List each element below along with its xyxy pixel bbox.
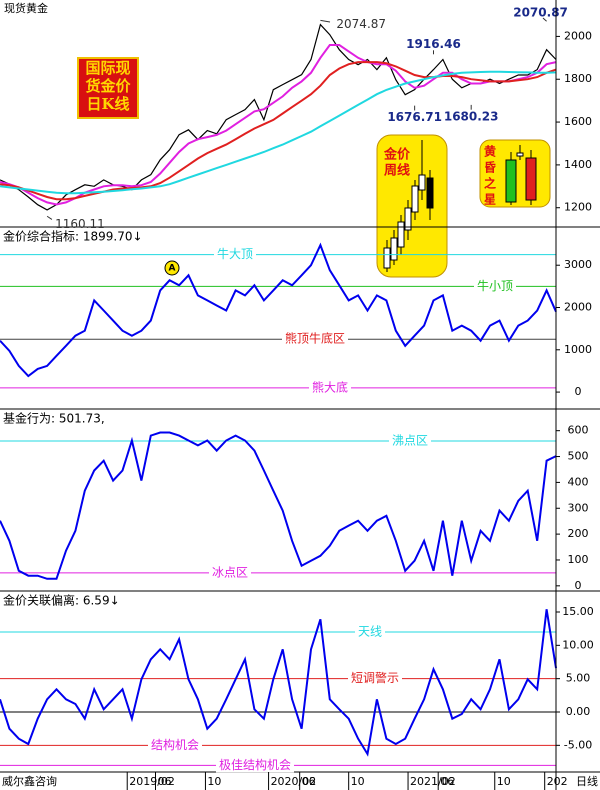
- x-tick-label: 06: [302, 775, 316, 788]
- reference-label-bg: [214, 247, 256, 262]
- marker: [164, 260, 180, 276]
- reference-label: 牛大顶: [217, 246, 253, 261]
- y-tick-label: 1600: [564, 115, 592, 128]
- pattern-candles: [505, 145, 537, 205]
- badge-text: 黄: [484, 144, 496, 159]
- badge-text: 之: [484, 176, 496, 191]
- y-tick-label: 0: [575, 579, 582, 592]
- y-tick-label: 200: [568, 527, 589, 540]
- x-tick-label: 2021/02: [410, 775, 456, 788]
- reference-label-bg: [389, 434, 431, 449]
- reference-label-bg: [348, 671, 402, 686]
- annotation: 1916.46: [406, 37, 461, 51]
- reference-label-bg: [309, 380, 351, 395]
- y-tick-label: 600: [568, 424, 589, 437]
- badge-text: 昏: [484, 160, 496, 175]
- reference-label: 熊顶牛底区: [285, 331, 345, 346]
- daily-badge: [77, 57, 139, 119]
- y-tick-label: 1400: [564, 158, 592, 171]
- x-tick-label: 10: [351, 775, 365, 788]
- reference-label-bg: [355, 625, 385, 639]
- y-tick-label: 0.00: [566, 705, 591, 718]
- x-tick-label: 10: [497, 775, 511, 788]
- series-line: [0, 70, 557, 195]
- brand: 威尔鑫咨询: [2, 774, 57, 788]
- y-tick-label: 100: [568, 553, 589, 566]
- series-line: [0, 242, 557, 378]
- y-tick-label: 1800: [564, 72, 592, 85]
- reference-label: 结构机会: [151, 737, 199, 752]
- annotation: 1680.23: [444, 109, 499, 123]
- series-line: [0, 431, 557, 580]
- annotation-leader: [46, 215, 53, 220]
- period: 日线: [576, 774, 598, 788]
- reference-label: 天线: [358, 625, 382, 639]
- legend-bg: [0, 229, 152, 244]
- y-tick-label: -5.00: [564, 738, 592, 751]
- series-line: [0, 61, 557, 201]
- y-tick-label: 1000: [564, 343, 592, 356]
- x-tick-label: 2019/02: [129, 775, 175, 788]
- reference-label: 熊大底: [312, 379, 348, 394]
- reference-label-bg: [148, 738, 202, 753]
- x-tick-label: 06: [157, 775, 171, 788]
- badge-text: 货金价: [85, 77, 131, 95]
- badge-text: 金价: [383, 147, 411, 163]
- legend-text: 金价关联偏离: 6.59↓: [3, 593, 120, 608]
- legend-bg: [0, 593, 125, 608]
- series-line: [0, 23, 557, 211]
- y-tick-label: 15.00: [562, 605, 594, 618]
- annotation: 1676.71: [387, 110, 442, 124]
- reference-label: 沸点区: [392, 434, 428, 448]
- y-tick-label: 300: [568, 501, 589, 514]
- y-tick-label: 400: [568, 475, 589, 488]
- reference-label: 牛小顶: [477, 278, 513, 293]
- annotation: 1160.11: [55, 217, 105, 231]
- chart-title: 现货黄金: [4, 1, 48, 15]
- y-tick-label: 10.00: [562, 638, 594, 651]
- reference-label-bg: [209, 565, 251, 580]
- series-line: [0, 44, 557, 206]
- marker-label: A: [169, 264, 176, 274]
- annotation-leader: [320, 19, 331, 23]
- badge-text: 国际现: [85, 59, 130, 77]
- reference-label-bg: [474, 279, 516, 294]
- reference-label: 短调警示: [351, 670, 399, 685]
- x-tick-label: 2020/02: [271, 775, 317, 788]
- annotation: 2070.87: [513, 6, 568, 20]
- weekly-candles: [383, 140, 434, 272]
- badge-text: 周线: [384, 163, 410, 179]
- y-tick-label: 1200: [564, 201, 592, 214]
- annotation: 2074.87: [336, 17, 386, 31]
- y-tick-label: 3000: [564, 258, 592, 271]
- badge-text: 星: [484, 193, 496, 207]
- legend-bg: [0, 411, 125, 426]
- reference-label: 极佳结构机会: [219, 757, 291, 772]
- y-tick-label: 0: [575, 385, 582, 398]
- annotation-leader: [542, 17, 547, 22]
- legend-text: 基金行为: 501.73,: [3, 411, 105, 426]
- x-tick-label: 06: [440, 775, 454, 788]
- reference-label-bg: [216, 758, 294, 773]
- y-tick-label: 5.00: [566, 672, 591, 685]
- badge-text: 日K线: [86, 95, 129, 113]
- legend-text: 金价综合指标: 1899.70↓: [3, 229, 143, 244]
- x-tick-label: 202: [547, 775, 568, 788]
- y-tick-label: 2000: [564, 29, 592, 42]
- reference-label: 冰点区: [212, 565, 248, 579]
- y-tick-label: 500: [568, 450, 589, 463]
- reference-label-bg: [282, 332, 348, 347]
- y-tick-label: 2000: [564, 301, 592, 314]
- series-line: [0, 609, 557, 757]
- x-tick-label: 10: [207, 775, 221, 788]
